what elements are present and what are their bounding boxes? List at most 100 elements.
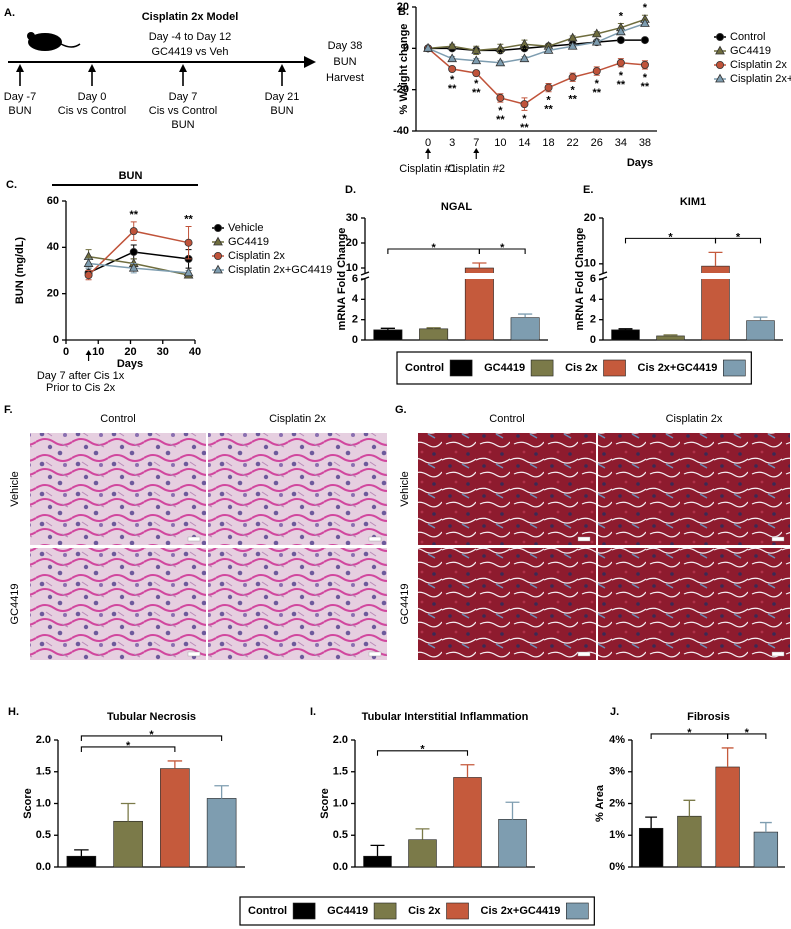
y-tick-label: 30 [346, 212, 358, 224]
panel-label: H. [8, 706, 19, 718]
marker [640, 18, 650, 27]
error-bar [663, 334, 678, 336]
error-bar [618, 328, 633, 330]
y-axis-label: mRNA Fold Change [574, 228, 586, 331]
scale-bar [368, 651, 382, 657]
significance-label: * [522, 44, 527, 56]
legend-label: Control [730, 31, 765, 43]
marker [448, 65, 457, 74]
marker [616, 58, 625, 67]
marker [447, 40, 458, 50]
y-tick-label: 0 [403, 42, 409, 54]
event-label: BUN [171, 119, 194, 131]
axis-break [598, 271, 608, 276]
bar [656, 335, 685, 341]
significance-label: ** [641, 81, 650, 93]
y-tick-label: 4 [352, 293, 359, 305]
marker [544, 83, 553, 92]
x-tick-label: 40 [189, 346, 201, 358]
significance-label: * [126, 740, 131, 752]
series-line [427, 22, 646, 64]
event-label: BUN [270, 105, 293, 117]
annotation: Cisplatin #2 [448, 163, 505, 175]
marker [520, 100, 529, 109]
micrograph [418, 433, 596, 545]
y-tick-label: 4% [609, 734, 625, 746]
annotation: Prior to Cis 2x [46, 382, 116, 394]
marker [471, 45, 482, 54]
error-bar [518, 313, 533, 318]
significance-label: * [736, 231, 741, 243]
x-tick-label: 20 [124, 346, 136, 358]
event-arrowhead [278, 64, 286, 72]
bar-break [700, 273, 731, 279]
y-tick-label: 1.0 [36, 797, 51, 809]
significance-bracket [376, 750, 469, 756]
error-bar [426, 327, 441, 329]
marker [183, 267, 194, 277]
y-axis-label: % Area [594, 784, 606, 822]
chart-title: KIM1 [680, 196, 706, 208]
x-axis-label: Days [117, 358, 143, 370]
annotation-arrowhead [473, 148, 480, 153]
treatment-window: GC4419 vs Veh [151, 46, 228, 58]
significance-label: * [668, 231, 673, 243]
legend-swatch [530, 359, 554, 377]
bar-break [464, 273, 495, 279]
legend-swatch [292, 902, 316, 920]
significance-label: * [687, 727, 692, 739]
significance-label: * [500, 242, 505, 254]
significance-bracket [478, 248, 526, 254]
marker [567, 40, 578, 50]
chart-title: Fibrosis [687, 711, 730, 723]
y-tick-label: 1.0 [333, 797, 348, 809]
marker [471, 55, 482, 65]
marker [715, 73, 725, 83]
marker [213, 251, 222, 260]
bar [715, 766, 740, 868]
significance-label: * [450, 74, 455, 86]
y-tick-label: 0 [352, 334, 358, 346]
annotation: Day 7 after Cis 1x [37, 370, 125, 382]
mouse-icon [27, 32, 81, 51]
error-bar [721, 747, 734, 767]
error-bar [472, 262, 487, 268]
error-bar [683, 799, 696, 817]
y-tick-label: 10 [346, 262, 358, 274]
marker [184, 238, 193, 247]
significance-label: * [595, 78, 600, 90]
event-label: Cis vs Control [58, 105, 126, 117]
legend-label: Control [248, 905, 287, 917]
x-tick-label: 22 [567, 137, 579, 149]
bar [746, 320, 775, 341]
end-label: Day 38 [328, 40, 363, 52]
y-tick-label: 0 [590, 334, 596, 346]
scale-bar [577, 651, 591, 657]
significance-label: ** [129, 209, 138, 221]
micrograph [598, 548, 790, 660]
panel-label: D. [345, 184, 356, 196]
marker [519, 53, 530, 63]
bar [453, 777, 482, 868]
end-label: BUN [333, 56, 356, 68]
panel-label: B. [398, 6, 409, 18]
error-bar [460, 764, 475, 778]
legend-label: Vehicle [228, 222, 263, 234]
significance-label: * [619, 70, 624, 82]
end-label: Harvest [326, 72, 364, 84]
marker [213, 236, 223, 246]
error-bar [370, 844, 385, 857]
series-line [427, 18, 646, 52]
legend-label: GC4419 [228, 236, 269, 248]
error-bar [753, 316, 768, 321]
x-tick-label: 7 [473, 137, 479, 149]
row-label: Vehicle [9, 471, 21, 506]
marker [716, 61, 725, 70]
marker [447, 53, 458, 63]
y-tick-label: 20 [397, 1, 409, 13]
significance-bracket [80, 735, 223, 741]
y-tick-label: 0 [53, 334, 59, 346]
marker [84, 271, 93, 280]
marker [472, 69, 481, 78]
